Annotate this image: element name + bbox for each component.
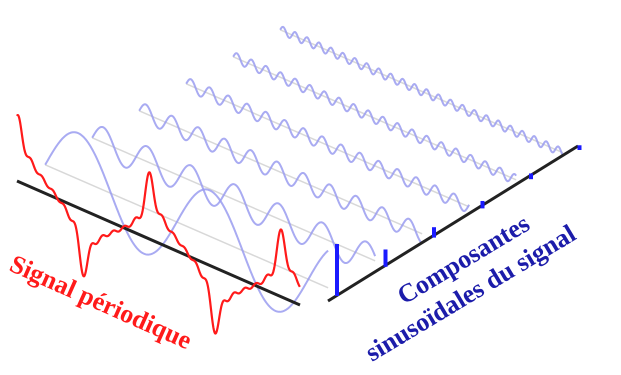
- component-guide-line: [44, 164, 329, 289]
- component-guide-line: [232, 56, 517, 181]
- periodic-signal-waveform: [16, 113, 301, 335]
- sinusoid-harmonic-1: [44, 131, 329, 313]
- sinusoid-harmonic-11: [279, 25, 564, 157]
- component-guide-line: [91, 137, 376, 262]
- sinusoid-harmonic-9: [232, 52, 517, 183]
- sinusoid-harmonic-3: [91, 125, 377, 265]
- periodic-signal-label: Signal périodique: [6, 249, 197, 355]
- component-guide-line: [138, 110, 423, 235]
- frequency-axis: [327, 144, 579, 303]
- spectrum-bars: [335, 145, 582, 296]
- sinusoid-components: [44, 25, 564, 313]
- time-axis: [16, 179, 301, 307]
- sinusoid-harmonic-5: [138, 103, 423, 244]
- sinusoid-harmonic-7: [185, 78, 470, 213]
